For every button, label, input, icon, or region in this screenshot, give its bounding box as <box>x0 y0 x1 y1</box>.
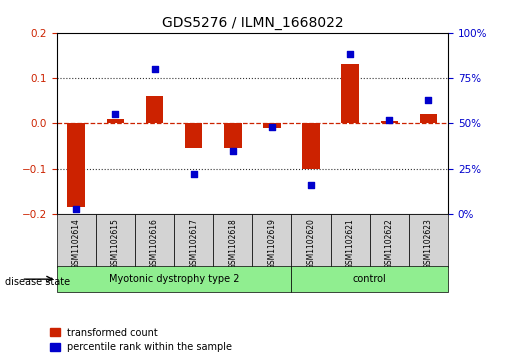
Bar <box>213 214 252 267</box>
Bar <box>224 123 242 148</box>
Point <box>190 171 198 177</box>
Point <box>307 182 315 188</box>
Text: GSM1102616: GSM1102616 <box>150 219 159 269</box>
Title: GDS5276 / ILMN_1668022: GDS5276 / ILMN_1668022 <box>162 16 343 30</box>
Bar <box>67 123 85 207</box>
Legend: transformed count, percentile rank within the sample: transformed count, percentile rank withi… <box>46 324 236 356</box>
Bar <box>185 123 202 148</box>
Bar <box>57 266 291 292</box>
Text: Myotonic dystrophy type 2: Myotonic dystrophy type 2 <box>109 274 239 284</box>
Bar <box>57 214 96 267</box>
Point <box>72 206 80 212</box>
Text: GSM1102618: GSM1102618 <box>228 219 237 269</box>
Text: disease state: disease state <box>5 277 70 287</box>
Bar <box>252 214 291 267</box>
Text: GSM1102622: GSM1102622 <box>385 219 394 269</box>
Point <box>268 124 276 130</box>
Text: GSM1102623: GSM1102623 <box>424 219 433 269</box>
Bar <box>341 65 359 123</box>
Bar <box>409 214 448 267</box>
Text: GSM1102614: GSM1102614 <box>72 219 81 269</box>
Text: GSM1102617: GSM1102617 <box>189 219 198 269</box>
Point <box>150 66 159 72</box>
Point <box>346 52 354 57</box>
Bar <box>370 214 409 267</box>
Bar <box>291 214 331 267</box>
Bar <box>420 114 437 123</box>
Bar <box>331 214 370 267</box>
Point <box>424 97 433 103</box>
Text: GSM1102620: GSM1102620 <box>306 219 316 269</box>
Bar <box>291 266 448 292</box>
Bar <box>107 119 124 123</box>
Point <box>111 111 119 117</box>
Bar <box>96 214 135 267</box>
Text: GSM1102621: GSM1102621 <box>346 219 355 269</box>
Point <box>229 148 237 154</box>
Bar <box>174 214 213 267</box>
Bar <box>135 214 174 267</box>
Text: control: control <box>353 274 387 284</box>
Bar <box>381 121 398 123</box>
Bar <box>263 123 281 128</box>
Point <box>385 117 393 123</box>
Text: GSM1102615: GSM1102615 <box>111 219 120 269</box>
Bar <box>302 123 320 169</box>
Text: GSM1102619: GSM1102619 <box>267 219 277 269</box>
Bar <box>146 96 163 123</box>
